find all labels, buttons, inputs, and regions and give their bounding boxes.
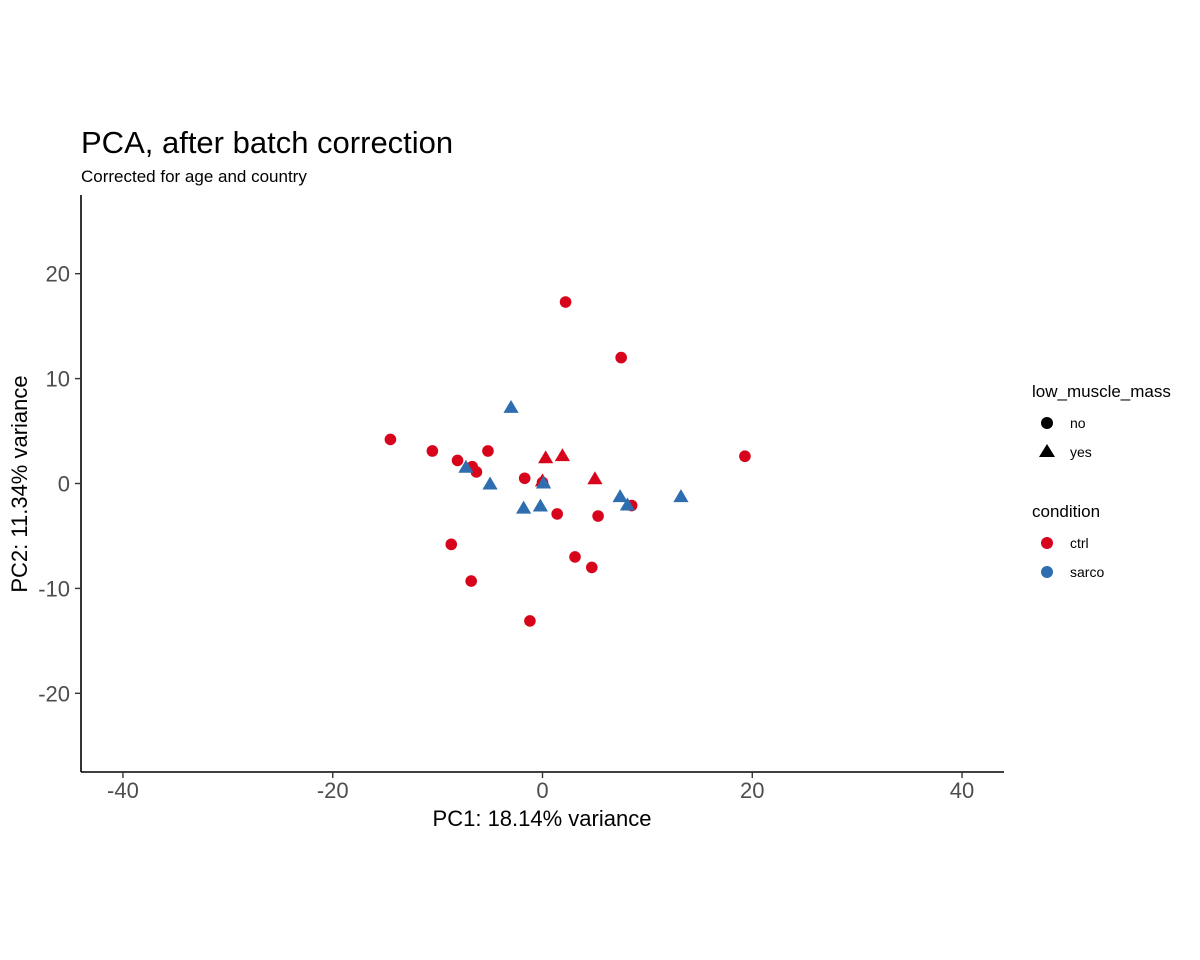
data-point-circle xyxy=(592,510,604,522)
data-point-circle xyxy=(518,472,531,485)
data-point-triangle xyxy=(554,448,571,462)
data-point-circle xyxy=(569,551,581,563)
plot-area: -40 -20 0 20 40 -20 -10 0 10 20 xyxy=(38,195,1004,803)
x-tick-label: 40 xyxy=(950,778,974,803)
data-point-circle xyxy=(524,615,536,627)
y-tick-label: 20 xyxy=(46,262,70,287)
data-point-triangle xyxy=(587,471,603,485)
data-point-circle xyxy=(470,466,483,478)
data-point-triangle xyxy=(612,489,628,503)
x-axis-title: PC1: 18.14% variance xyxy=(433,806,652,831)
data-point-circle xyxy=(384,433,397,446)
shape-legend: low_muscle_mass no yes xyxy=(1032,382,1171,460)
chart-subtitle: Corrected for age and country xyxy=(81,167,307,186)
data-point-triangle xyxy=(535,475,552,489)
y-tick-label: -20 xyxy=(38,681,70,706)
y-tick-label: 10 xyxy=(46,367,70,392)
legend-label-yes: yes xyxy=(1070,444,1092,460)
data-point-triangle xyxy=(532,498,549,512)
legend-swatch-ctrl xyxy=(1041,537,1053,549)
legend-label-sarco: sarco xyxy=(1070,564,1104,580)
y-tick-label: 0 xyxy=(58,472,70,497)
data-point-triangle xyxy=(482,476,498,490)
color-legend-title: condition xyxy=(1032,502,1100,521)
data-point-circle xyxy=(585,561,598,574)
data-point-circle xyxy=(445,538,458,551)
data-point-triangle xyxy=(538,450,554,464)
data-point-triangle xyxy=(619,497,636,511)
x-tick-label: 0 xyxy=(536,778,548,803)
chart-title: PCA, after batch correction xyxy=(81,125,453,160)
data-point-circle xyxy=(465,575,477,587)
legend-triangle-icon xyxy=(1039,444,1055,457)
data-point-circle xyxy=(482,445,494,457)
x-axis-ticks: -40 -20 0 20 40 xyxy=(107,772,974,803)
legend-label-no: no xyxy=(1070,415,1086,431)
legend-swatch-sarco xyxy=(1041,566,1053,578)
points-layer xyxy=(384,296,751,627)
data-point-circle xyxy=(739,450,751,463)
data-point-circle xyxy=(615,351,627,364)
data-point-triangle xyxy=(673,489,689,503)
color-legend: condition ctrl sarco xyxy=(1032,502,1104,580)
data-point-circle xyxy=(451,454,464,467)
shape-legend-title: low_muscle_mass xyxy=(1032,382,1171,401)
data-point-triangle xyxy=(516,500,532,514)
legend-label-ctrl: ctrl xyxy=(1070,535,1089,551)
legend-circle-icon xyxy=(1041,417,1053,429)
x-tick-label: 20 xyxy=(740,778,764,803)
legend: low_muscle_mass no yes condition ctrl sa… xyxy=(1032,382,1171,580)
y-tick-label: -10 xyxy=(38,576,70,601)
y-axis-title: PC2: 11.34% variance xyxy=(7,375,32,592)
data-point-circle xyxy=(551,508,563,520)
data-point-triangle xyxy=(458,459,474,473)
x-tick-label: -40 xyxy=(107,778,139,803)
data-point-circle xyxy=(426,445,439,457)
x-tick-label: -20 xyxy=(317,778,349,803)
data-point-circle xyxy=(559,296,572,308)
y-axis-ticks: -20 -10 0 10 20 xyxy=(38,262,81,706)
data-point-triangle xyxy=(503,399,519,413)
